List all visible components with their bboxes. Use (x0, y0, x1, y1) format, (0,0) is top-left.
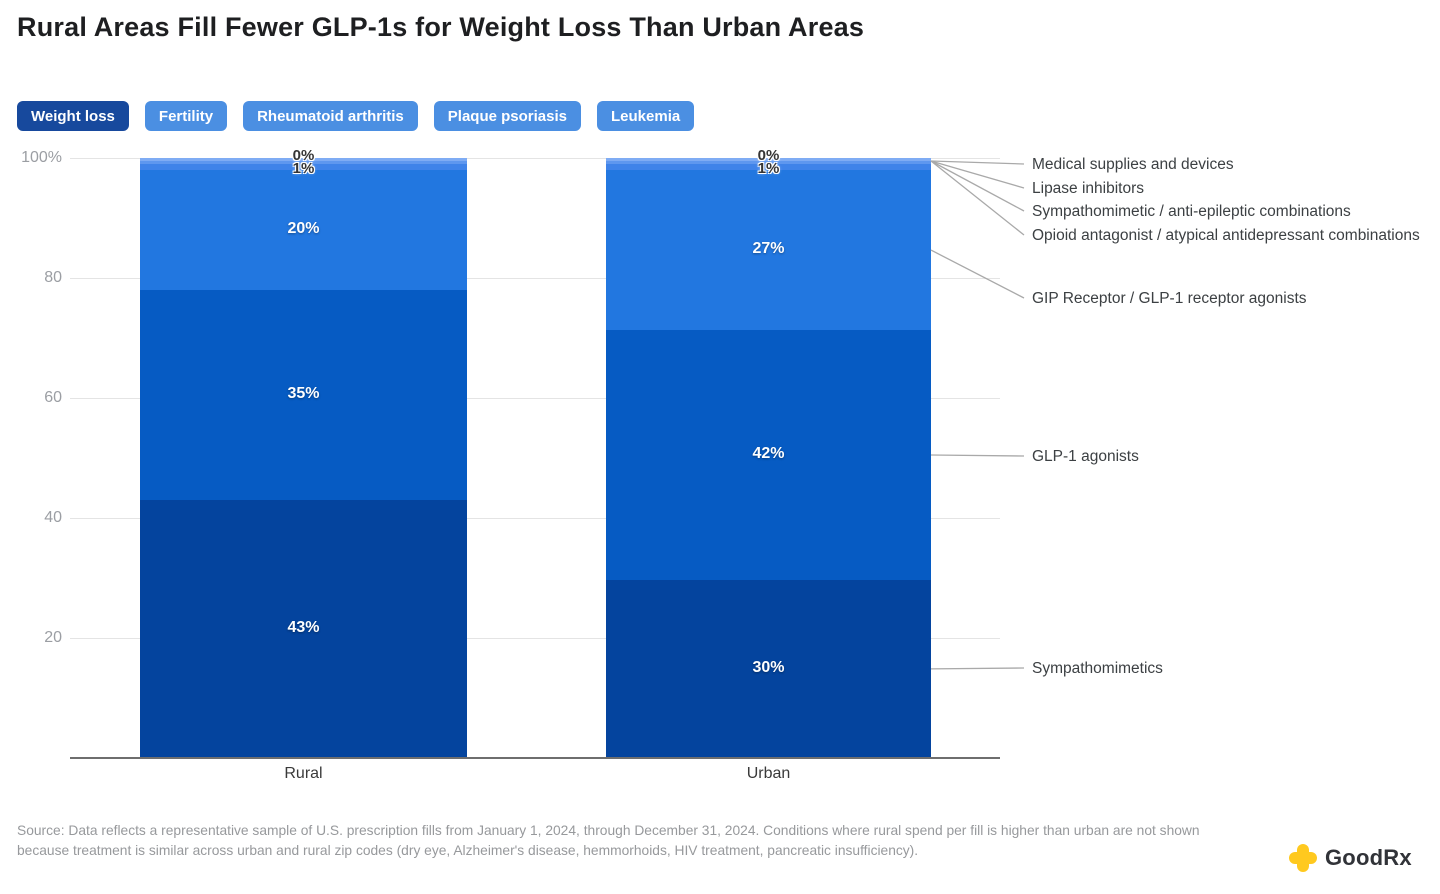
gridline-20 (70, 638, 1000, 639)
segment-top-label: 1% (292, 160, 315, 177)
segment-top-label: 1% (757, 160, 780, 177)
y-tick-20: 20 (44, 629, 62, 646)
condition-tabs: Weight loss Fertility Rheumatoid arthritis… (17, 101, 695, 131)
segment-value-label: 27% (752, 240, 785, 258)
gridline-40 (70, 518, 1000, 519)
bar-segment-glp-1-agonists-rural[interactable] (140, 290, 467, 500)
y-tick-60: 60 (44, 389, 62, 406)
bar-segment-sympathomimetic-anti-epileptic-combinations-rural[interactable] (140, 161, 467, 164)
segment-value-label: 43% (287, 619, 320, 636)
gridline-80 (70, 278, 1000, 279)
page-title: Rural Areas Fill Fewer GLP-1s for Weight… (17, 12, 865, 42)
annotation-gip-receptor-glp-1-receptor-agonists: GIP Receptor / GLP-1 receptor agonists (1032, 290, 1307, 307)
segment-value-label: 35% (287, 385, 320, 402)
segment-value-label: 30% (752, 658, 785, 676)
bar-segment-gip-receptor-glp-1-receptor-agonists-rural[interactable] (140, 170, 467, 290)
logo-text: GoodRx (1325, 845, 1412, 870)
y-tick-100: 100% (21, 149, 62, 166)
tab-rheumatoid-arthritis[interactable]: Rheumatoid arthritis (243, 101, 418, 131)
goodrx-logo: GoodRx (1288, 843, 1412, 873)
bar-segment-lipase-inhibitors-urban[interactable] (606, 158, 931, 161)
plus-icon (1288, 843, 1318, 873)
bar-segment-sympathomimetic-anti-epileptic-combinations-urban[interactable] (606, 160, 931, 164)
bar-segment-gip-receptor-glp-1-receptor-agonists-urban[interactable] (606, 169, 931, 331)
bar-rural: 43% 35% 20% (140, 158, 467, 758)
tab-fertility[interactable]: Fertility (144, 101, 228, 131)
bar-segment-sympathomimetics-rural[interactable] (140, 500, 467, 758)
bar-segment-sympathomimetics-urban[interactable] (606, 579, 931, 758)
annotation-sympathomimetic-anti-epileptic-combinations: Sympathomimetic / anti-epileptic combina… (1032, 203, 1351, 220)
segment-value-label: 42% (752, 445, 785, 463)
bar-segment-opioid-antagonist-atypical-antidepressant-combinations-rural[interactable] (140, 164, 467, 170)
x-axis-label-urban: Urban (746, 765, 791, 782)
x-axis-line (70, 757, 1000, 759)
bar-segment-glp-1-agonists-urban[interactable] (606, 330, 931, 580)
bar-urban: 30% 42% 27% (606, 158, 931, 758)
segment-top-label: 0% (292, 147, 315, 164)
y-tick-40: 40 (44, 509, 62, 526)
annotation-opioid-antagonist-atypical-antidepressant-combinations: Opioid antagonist / atypical antidepress… (1032, 227, 1420, 244)
annotation-medical-supplies-and-devices: Medical supplies and devices (1032, 156, 1234, 173)
annotation-lipase-inhibitors: Lipase inhibitors (1032, 180, 1145, 197)
tab-weight-loss[interactable]: Weight loss (17, 101, 129, 131)
tab-plaque-psoriasis[interactable]: Plaque psoriasis (433, 101, 581, 131)
segment-top-label: 0% (757, 147, 780, 164)
segment-value-label: 20% (287, 220, 320, 237)
source-note: Source: Data reflects a representative s… (17, 823, 1200, 858)
gridline-100 (70, 158, 1000, 159)
annotation-sympathomimetics: Sympathomimetics (1032, 660, 1163, 677)
y-tick-80: 80 (44, 269, 62, 286)
annotation-glp-1-agonists: GLP-1 agonists (1032, 448, 1139, 465)
x-axis-label-rural: Rural (284, 765, 323, 782)
bar-segment-lipase-inhibitors-rural[interactable] (140, 158, 467, 161)
bar-segment-opioid-antagonist-atypical-antidepressant-combinations-urban[interactable] (606, 163, 931, 170)
gridline-60 (70, 398, 1000, 399)
tab-leukemia[interactable]: Leukemia (597, 101, 695, 131)
